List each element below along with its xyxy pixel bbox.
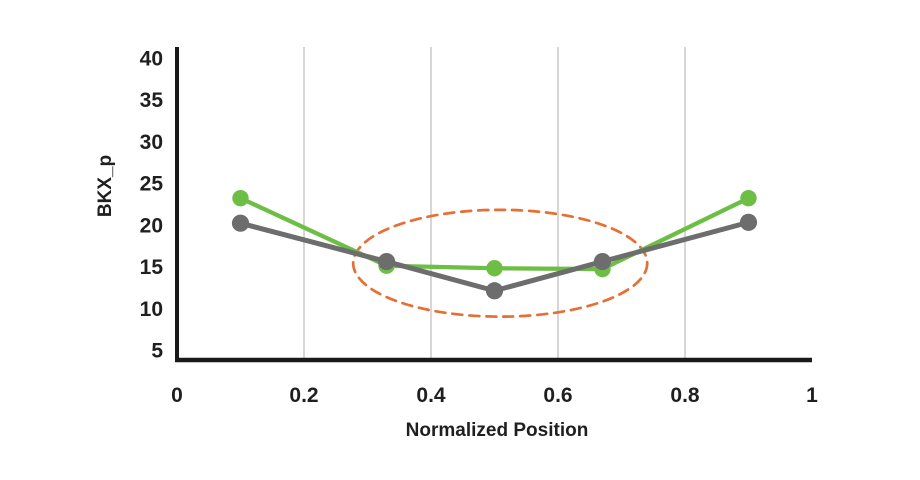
- y-tick-label: 20: [140, 214, 163, 237]
- green-series-point: [740, 189, 757, 207]
- annotation-ellipse: [351, 208, 649, 318]
- gray-series-point: [485, 282, 504, 300]
- x-tick-label: 0.4: [416, 384, 446, 407]
- y-tick-label: 10: [140, 298, 163, 321]
- green-series-point: [486, 260, 503, 277]
- y-tick-label: 40: [140, 48, 163, 71]
- x-tick-label: 0.6: [543, 384, 572, 407]
- y-tick-label: 25: [140, 173, 164, 196]
- y-tick-label: 30: [140, 131, 163, 154]
- green-series-point: [232, 189, 249, 207]
- gray-series-point: [593, 252, 612, 271]
- gray-series-point: [377, 252, 396, 271]
- y-tick-label: 35: [140, 89, 164, 112]
- y-tick-label: 5: [151, 340, 163, 363]
- x-tick-label: 0: [171, 384, 183, 407]
- x-tick-label: 0.2: [289, 384, 318, 407]
- gray-series-point: [231, 214, 250, 232]
- y-axis-title: BKX_p: [95, 154, 116, 218]
- x-tick-label: 0.8: [670, 384, 700, 407]
- gray-series-point: [739, 213, 758, 231]
- x-axis-title: Normalized Position: [405, 420, 589, 441]
- y-tick-label: 15: [140, 256, 164, 279]
- x-tick-label: 1: [806, 384, 818, 407]
